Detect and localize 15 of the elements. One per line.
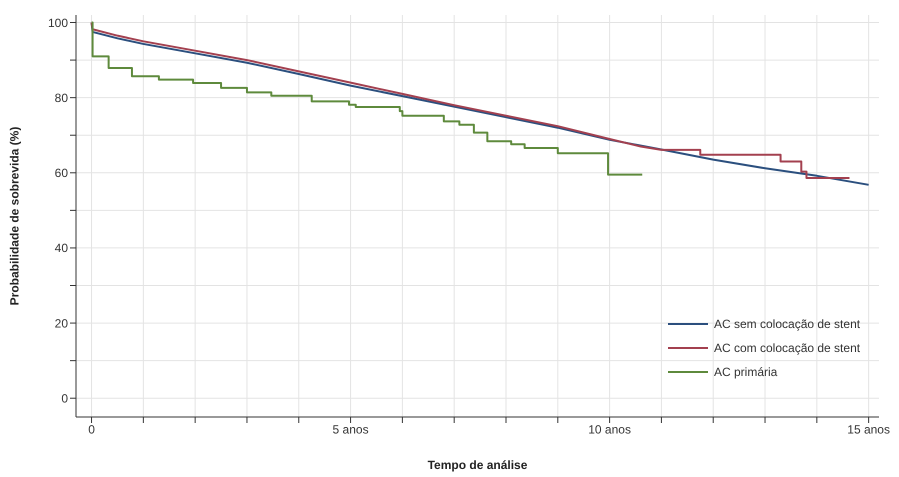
x-tick-label: 5 anos bbox=[332, 422, 369, 437]
y-tick-label: 40 bbox=[54, 241, 68, 256]
legend-label: AC primária bbox=[714, 364, 778, 381]
y-tick-label: 0 bbox=[61, 391, 68, 406]
x-tick-label: 15 anos bbox=[847, 422, 890, 437]
legend-label: AC sem colocação de stent bbox=[714, 316, 860, 333]
y-axis-title: Probabilidade de sobrevida (%) bbox=[7, 126, 22, 306]
y-tick-label: 20 bbox=[54, 316, 68, 330]
x-tick-label: 10 anos bbox=[588, 422, 631, 437]
x-axis-title: Tempo de análise bbox=[428, 458, 528, 472]
y-tick-label: 100 bbox=[48, 16, 68, 30]
x-tick-label: 0 bbox=[88, 422, 96, 437]
y-tick-label: 80 bbox=[54, 90, 68, 105]
legend-label: AC com colocação de stent bbox=[714, 340, 860, 357]
y-tick-label: 60 bbox=[54, 166, 68, 180]
